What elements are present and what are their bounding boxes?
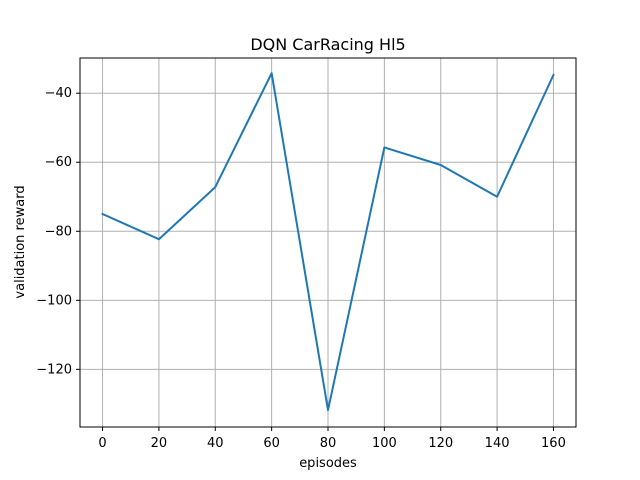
y-tick-label: −60 [45, 155, 72, 170]
x-tick-label: 60 [263, 436, 280, 451]
x-tick-label: 120 [428, 436, 453, 451]
y-tick-label: −100 [36, 293, 72, 308]
y-axis-label: validation reward [13, 185, 28, 298]
x-tick-label: 0 [98, 436, 106, 451]
y-tick-label: −80 [45, 224, 72, 239]
y-tick-label: −120 [36, 362, 72, 377]
x-tick-label: 20 [151, 436, 168, 451]
chart-title: DQN CarRacing Hl5 [250, 35, 405, 54]
x-tick-label: 40 [207, 436, 224, 451]
x-tick-label: 160 [541, 436, 566, 451]
x-axis-label: episodes [299, 456, 357, 471]
x-tick-label: 80 [320, 436, 337, 451]
series-line [101, 72, 555, 412]
grid-lines [80, 58, 576, 427]
x-tick-label: 100 [372, 436, 397, 451]
series-layer [101, 72, 555, 412]
y-tick-label: −40 [45, 86, 72, 101]
x-tick-label: 140 [485, 436, 510, 451]
tick-marks [76, 92, 554, 431]
tick-labels: 0 20 40 60 80 100 120 140 160 −120 −100 −80 −60 −40 [36, 86, 566, 451]
